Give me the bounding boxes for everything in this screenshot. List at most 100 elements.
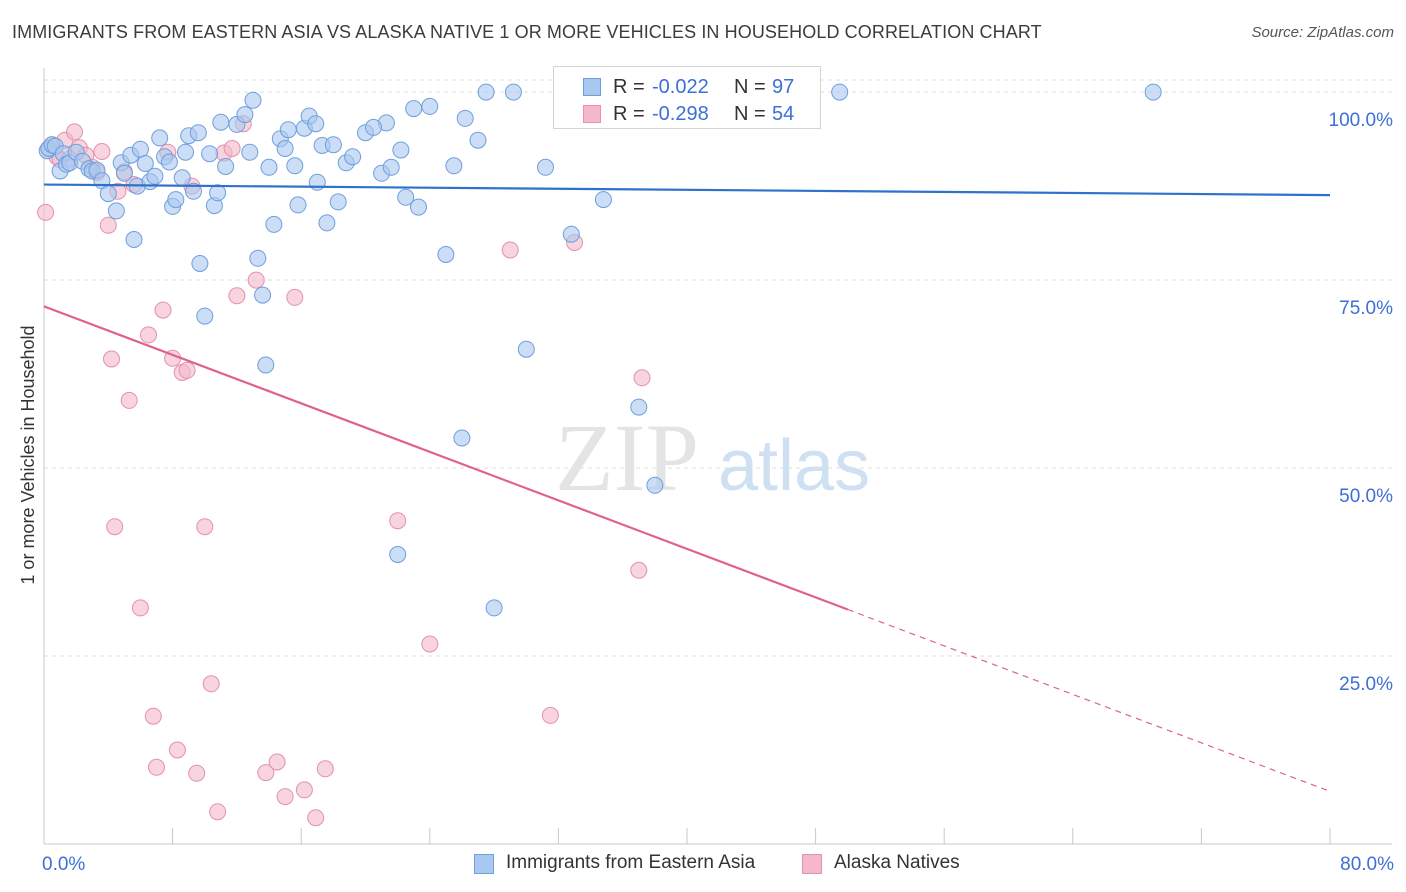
eastern-asia-point: [421, 97, 439, 115]
legend-series1-label: Immigrants from Eastern Asia: [506, 852, 756, 873]
eastern-asia-point: [389, 546, 407, 563]
eastern-asia-point: [307, 115, 325, 133]
eastern-asia-point: [99, 185, 117, 203]
eastern-asia-point: [236, 106, 254, 124]
trend-layer: [43, 183, 1331, 792]
watermark: ZIP atlas: [555, 404, 870, 511]
alaska-native-point: [93, 143, 111, 160]
points-layer: [37, 83, 1162, 827]
alaska-native-point: [106, 518, 124, 536]
alaska-native-point: [120, 391, 138, 409]
alaska-native-point: [316, 760, 334, 778]
eastern-asia-point: [241, 143, 259, 161]
series2-r-label: R =: [613, 103, 645, 125]
legend-series2-swatch: [802, 854, 822, 874]
watermark-zip: ZIP: [555, 404, 699, 511]
alaska-native-point: [307, 809, 325, 827]
eastern-asia-point: [160, 153, 178, 171]
legend-series2-label: Alaska Natives: [834, 852, 960, 873]
eastern-asia-point: [279, 121, 297, 139]
eastern-asia-point: [201, 145, 219, 163]
eastern-asia-point: [244, 91, 262, 109]
eastern-asia-point: [151, 129, 169, 147]
alaska-native-point: [276, 788, 294, 806]
eastern-asia-point: [136, 155, 154, 172]
eastern-asia-point: [445, 157, 463, 175]
eastern-asia-point: [173, 169, 191, 187]
eastern-asia-point: [397, 188, 415, 206]
eastern-asia-point: [318, 214, 336, 232]
eastern-asia-point: [410, 198, 427, 216]
chart-title: IMMIGRANTS FROM EASTERN ASIA VS ALASKA N…: [12, 22, 1042, 42]
eastern-asia-point: [453, 429, 471, 447]
grid-layer: [44, 79, 1392, 657]
tick-layer: 25.0% 50.0% 75.0% 100.0% 0.0% 80.0%: [42, 110, 1394, 875]
eastern-asia-point: [212, 113, 230, 131]
series1-swatch: [583, 78, 601, 96]
stats-row-series2: R = -0.298 N = 54: [554, 102, 820, 128]
eastern-asia-point: [517, 340, 535, 358]
legend-series1-swatch: [474, 854, 494, 874]
y-tick-label: 50.0%: [1339, 486, 1393, 507]
eastern-asia-point: [646, 476, 664, 494]
axis-layer: [43, 68, 1392, 845]
legend-item-series1[interactable]: Immigrants from Eastern Asia: [474, 850, 784, 878]
eastern-asia-point: [485, 599, 503, 617]
alaska-native-point: [633, 369, 651, 387]
eastern-asia-point: [344, 148, 362, 166]
alaska-native-point: [228, 287, 246, 305]
eastern-asia-point: [209, 184, 227, 202]
eastern-asia-point: [382, 158, 400, 176]
eastern-asia-point: [265, 215, 283, 233]
eastern-asia-point: [191, 255, 209, 272]
eastern-asia-point: [217, 158, 235, 175]
eastern-asia-point: [630, 398, 648, 416]
eastern-asia-point: [365, 118, 382, 136]
eastern-asia-point: [115, 164, 133, 182]
alaska-native-point: [148, 758, 165, 776]
y-axis-label: 1 or more Vehicles in Household: [18, 325, 38, 584]
series1-n-value: 97: [772, 76, 795, 98]
y-tick-label: 100.0%: [1329, 110, 1394, 131]
eastern-asia-point: [537, 158, 554, 176]
alaska-native-point: [196, 518, 214, 536]
alaska-native-point: [257, 764, 275, 782]
legend-item-series2[interactable]: Alaska Natives: [802, 850, 982, 878]
alaska-native-point: [168, 741, 186, 759]
series1-r-value: -0.022: [652, 76, 709, 98]
eastern-asia-point: [504, 83, 522, 101]
stats-legend: R = -0.022 N = 97 R = -0.298 N = 54: [553, 66, 821, 129]
y-tick-label: 75.0%: [1339, 298, 1393, 319]
eastern-asia-point: [594, 191, 612, 209]
alaska-native-point: [154, 301, 172, 319]
series1-r-label: R =: [613, 76, 645, 98]
alaska-native-point: [202, 675, 220, 693]
alaska-native-point: [286, 288, 304, 306]
eastern-asia-point: [254, 286, 272, 304]
alaska-native-point: [140, 326, 157, 344]
alaska-native-point: [501, 241, 519, 259]
eastern-asia-point: [289, 196, 307, 214]
eastern-asia-point: [469, 131, 487, 149]
alaska-native-point: [295, 781, 313, 799]
alaska-native-point: [99, 216, 117, 234]
series2-n-label: N =: [734, 103, 766, 125]
eastern-asia-point: [196, 307, 214, 325]
alaska-native-trend-extension: [847, 608, 1331, 792]
eastern-asia-point: [167, 191, 185, 209]
alaska-native-point: [541, 706, 559, 724]
alaska-native-trend-line: [43, 305, 849, 611]
alaska-native-point: [37, 203, 55, 221]
eastern-asia-point: [437, 246, 455, 263]
alaska-native-point: [131, 599, 149, 617]
alaska-native-point: [144, 707, 162, 725]
series1-n-label: N =: [734, 76, 766, 98]
alaska-native-point: [103, 350, 120, 368]
alaska-native-point: [630, 561, 648, 579]
eastern-asia-trend-line: [43, 183, 1331, 197]
alaska-native-point: [188, 764, 206, 782]
alaska-native-point: [209, 803, 227, 821]
eastern-asia-point: [562, 225, 580, 243]
y-tick-label: 25.0%: [1339, 674, 1393, 695]
